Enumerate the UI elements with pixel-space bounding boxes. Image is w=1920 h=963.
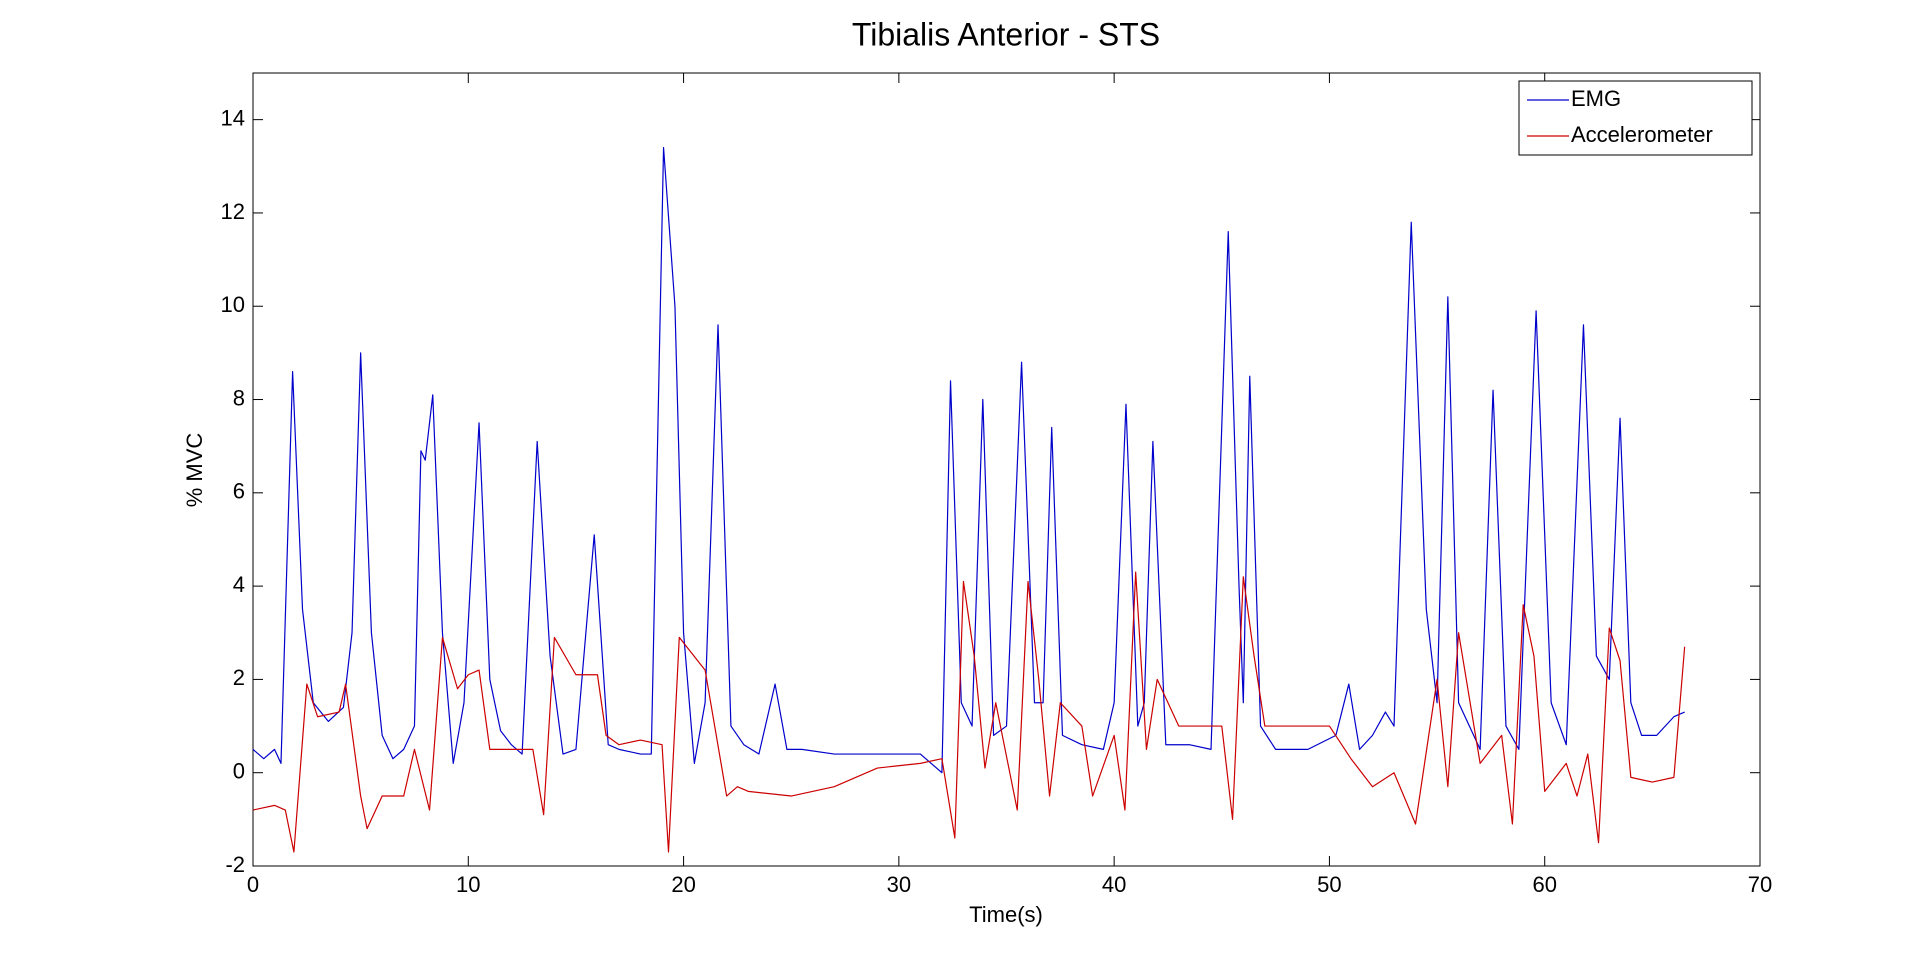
y-tick-label: 0	[233, 759, 245, 784]
y-tick-label: 6	[233, 479, 245, 504]
x-tick-label: 20	[671, 872, 695, 897]
legend-box	[1518, 80, 1753, 156]
x-axis-label: Time(s)	[969, 902, 1043, 927]
y-tick-label: 10	[221, 292, 245, 317]
y-tick-label: 2	[233, 665, 245, 690]
chart-title: Tibialis Anterior - STS	[852, 16, 1160, 52]
data-line	[252, 147, 1685, 774]
y-axis-label: % MVC	[182, 433, 207, 508]
legend-label: EMG	[1571, 86, 1621, 111]
y-tick-label: -2	[225, 852, 245, 877]
y-tick-label: 4	[233, 572, 245, 597]
x-tick-label: 40	[1102, 872, 1126, 897]
y-tick-label: 12	[221, 199, 245, 224]
legend-label: Accelerometer	[1571, 122, 1713, 147]
x-tick-label: 70	[1748, 872, 1772, 897]
plot-frame	[252, 72, 1761, 867]
x-tick-label: 50	[1317, 872, 1341, 897]
y-tick-label: 14	[221, 105, 245, 130]
x-tick-label: 10	[456, 872, 480, 897]
x-tick-label: 30	[887, 872, 911, 897]
y-tick-label: 8	[233, 385, 245, 410]
x-tick-label: 60	[1532, 872, 1556, 897]
x-tick-label: 0	[247, 872, 259, 897]
data-line	[252, 571, 1686, 853]
